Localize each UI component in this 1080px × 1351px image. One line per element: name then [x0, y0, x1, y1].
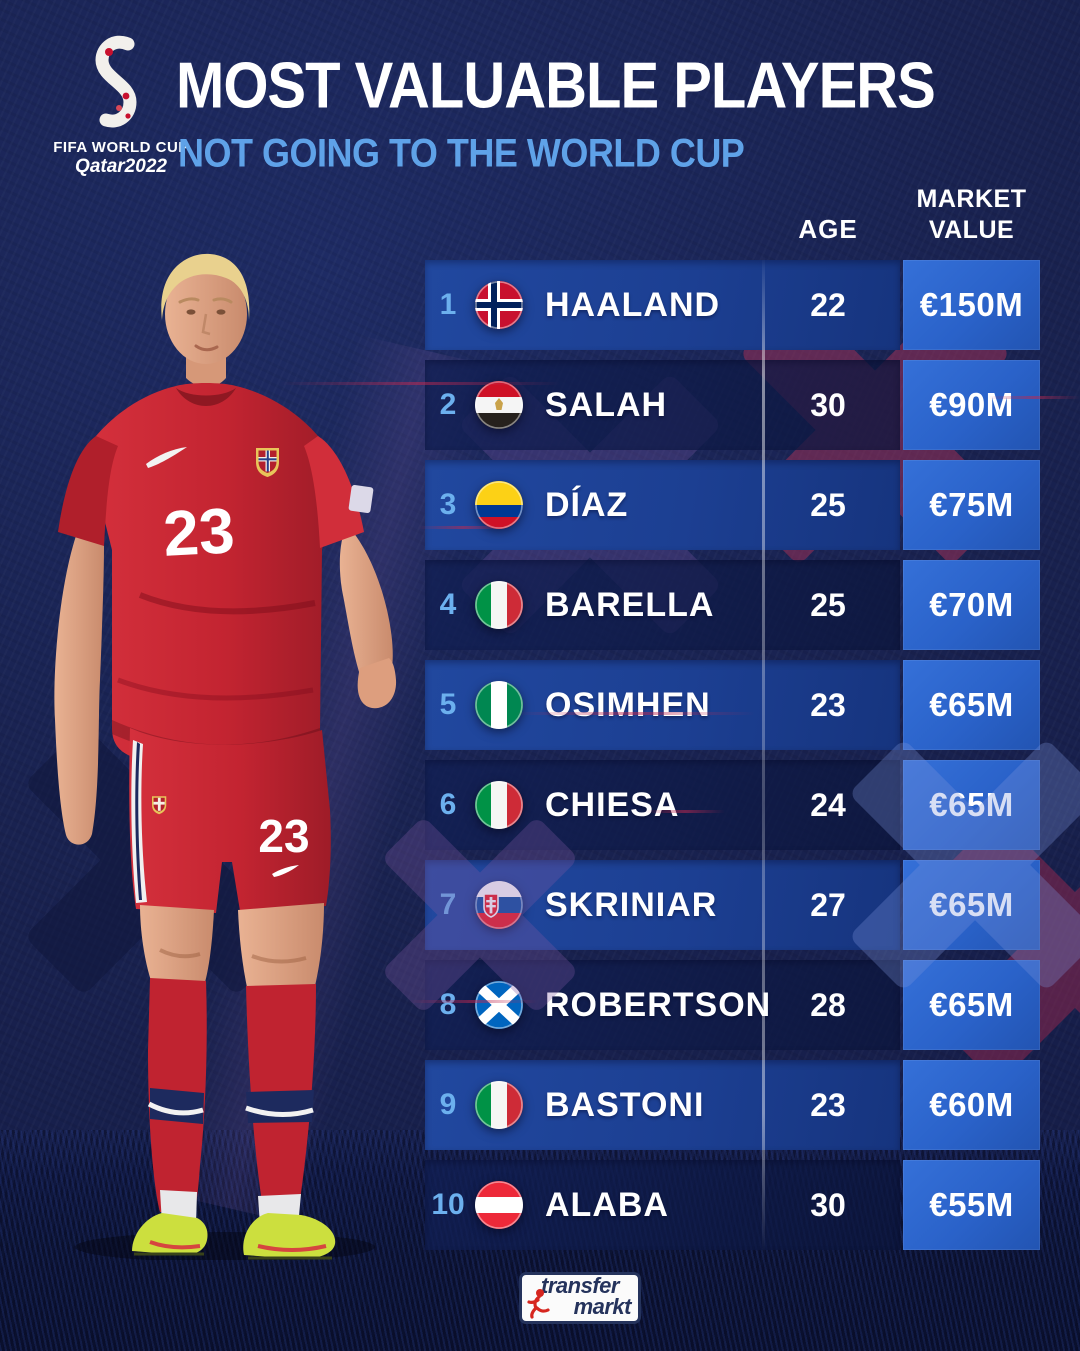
page-title: MOST VALUABLE PLAYERS [176, 49, 936, 122]
age-value: 27 [810, 886, 846, 923]
table-row: 7 SKRINIAR 27 €65M [425, 860, 1080, 950]
table-row: 5 OSIMHEN 23 €65M [425, 660, 1080, 750]
market-value: €60M [903, 1060, 1040, 1150]
flag-colombia-icon [475, 481, 523, 529]
table-row: 2 SALAH 30 €90M [425, 360, 1080, 450]
column-divider-line [762, 255, 765, 1253]
table-row: 6 CHIESA 24 €65M [425, 760, 1080, 850]
player-name: BARELLA [545, 585, 715, 624]
flag-nigeria-icon [475, 681, 523, 729]
market-value: €90M [903, 360, 1040, 450]
rank-label: 4 [439, 588, 457, 621]
market-value: €65M [903, 660, 1040, 750]
player-name: BASTONI [545, 1085, 705, 1124]
rank-label: 1 [439, 288, 457, 321]
player-name: SALAH [545, 385, 668, 424]
player-name: ROBERTSON [545, 985, 772, 1024]
rank-label: 8 [439, 988, 457, 1021]
world-cup-trophy-loop-icon [95, 35, 137, 128]
flag-slovakia-icon [475, 881, 523, 929]
transfermarkt-text-bottom: markt [573, 1294, 632, 1319]
ranking-table: 1 HAALAND 22 €150M 2 SALAH 30 €90M 3 DÍA… [425, 260, 1080, 1260]
market-value: €65M [903, 860, 1040, 950]
age-value: 30 [810, 1186, 846, 1223]
market-value: €65M [903, 760, 1040, 850]
rank-label: 6 [439, 788, 457, 821]
flag-italy-icon [475, 581, 523, 629]
market-value: €75M [903, 460, 1040, 550]
transfermarkt-logo: transfer markt [519, 1272, 641, 1324]
age-value: 24 [810, 786, 846, 823]
flag-austria-icon [475, 1181, 523, 1229]
player-name: SKRINIAR [545, 885, 718, 924]
market-value: €55M [903, 1160, 1040, 1250]
page-subtitle: NOT GOING TO THE WORLD CUP [178, 130, 745, 176]
age-value: 30 [810, 386, 846, 423]
market-value-column-header: MARKET VALUE [916, 185, 1027, 244]
jersey-number: 23 [161, 494, 236, 570]
age-value: 23 [810, 1086, 846, 1123]
market-value: €65M [903, 960, 1040, 1050]
age-value: 25 [810, 586, 846, 623]
age-column-header: AGE [798, 214, 858, 244]
transfermarkt-text-top: transfer [541, 1273, 619, 1298]
rank-label: 5 [439, 688, 457, 721]
qatar-2022-text: Qatar2022 [75, 156, 167, 177]
rank-label: 10 [431, 1188, 465, 1221]
rank-label: 9 [439, 1088, 457, 1121]
table-row: 8 ROBERTSON 28 €65M [425, 960, 1080, 1050]
flag-egypt-icon [475, 381, 523, 429]
fifa-logo-text: FIFA WORLD CUP [53, 139, 189, 156]
player-name: HAALAND [545, 285, 721, 324]
player-name: OSIMHEN [545, 685, 711, 724]
kicking-player-icon [527, 1289, 550, 1319]
player-photo-haaland: 23 23 [54, 253, 397, 1260]
age-value: 25 [810, 486, 846, 523]
player-name: ALABA [545, 1185, 669, 1224]
flag-italy-icon [475, 781, 523, 829]
table-column-headers: AGE MARKET VALUE [425, 180, 1080, 250]
age-value: 23 [810, 686, 846, 723]
table-row: 10 ALABA 30 €55M [425, 1160, 1080, 1250]
age-value: 22 [810, 286, 846, 323]
player-name: DÍAZ [545, 485, 629, 524]
rank-label: 3 [439, 488, 457, 521]
flag-norway-icon [475, 281, 523, 329]
player-name: CHIESA [545, 785, 680, 824]
table-row: 1 HAALAND 22 €150M [425, 260, 1080, 350]
market-value: €70M [903, 560, 1040, 650]
rank-label: 2 [439, 388, 457, 421]
table-row: 4 BARELLA 25 €70M [425, 560, 1080, 650]
flag-scotland-icon [475, 981, 523, 1029]
age-value: 28 [810, 986, 846, 1023]
rank-label: 7 [439, 888, 457, 921]
table-row: 3 DÍAZ 25 €75M [425, 460, 1080, 550]
market-value: €150M [903, 260, 1040, 350]
table-row: 9 BASTONI 23 €60M [425, 1060, 1080, 1150]
shorts-number: 23 [258, 810, 309, 862]
fifa-world-cup-logo: FIFA WORLD CUP Qatar2022 [48, 34, 194, 177]
flag-italy-icon [475, 1081, 523, 1129]
